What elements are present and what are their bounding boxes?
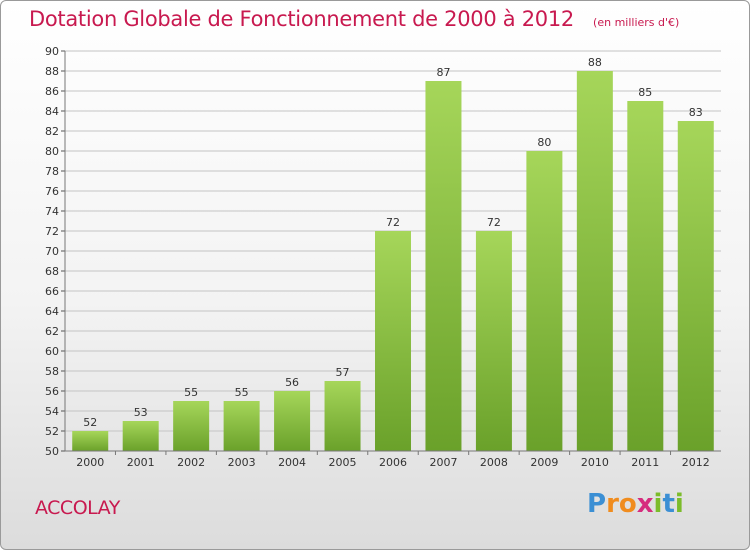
bar-value-label: 83 <box>689 106 703 119</box>
bar <box>72 431 109 451</box>
y-tick-label: 58 <box>45 365 59 378</box>
y-tick-label: 86 <box>45 85 59 98</box>
x-tick-label: 2003 <box>228 456 256 469</box>
bar <box>375 231 411 451</box>
bar-value-label: 85 <box>638 86 652 99</box>
bar-value-label: 72 <box>386 216 400 229</box>
bar-value-label: 53 <box>134 406 148 419</box>
y-tick-label: 68 <box>45 265 59 278</box>
y-tick-label: 64 <box>45 305 59 318</box>
logo-letter: t <box>662 489 675 519</box>
bar <box>526 151 563 451</box>
bar-value-label: 52 <box>83 416 97 429</box>
bar <box>274 391 311 451</box>
bar-value-label: 72 <box>487 216 501 229</box>
bar <box>425 81 462 451</box>
y-tick-label: 60 <box>45 345 59 358</box>
logo-letter: i <box>674 489 684 519</box>
bar-value-label: 88 <box>588 56 602 69</box>
logo-letter: i <box>653 489 663 519</box>
bar-value-label: 55 <box>235 386 249 399</box>
x-tick-label: 2010 <box>581 456 609 469</box>
bar-value-label: 87 <box>436 66 450 79</box>
bar <box>627 101 664 451</box>
logo-letter: x <box>636 489 654 519</box>
bar-value-label: 55 <box>184 386 198 399</box>
y-tick-label: 74 <box>45 205 59 218</box>
y-tick-label: 76 <box>45 185 59 198</box>
bar <box>122 421 159 451</box>
y-tick-label: 62 <box>45 325 59 338</box>
x-tick-label: 2005 <box>329 456 357 469</box>
y-tick-label: 50 <box>45 445 59 458</box>
bar-value-label: 56 <box>285 376 299 389</box>
y-axis-ticks: 50 52 54 56 58 60 62 64 66 68 70 72 74 76 78 80 82 84 86 88… <box>45 45 66 458</box>
logo-letter: r <box>606 489 619 519</box>
y-tick-label: 88 <box>45 65 59 78</box>
chart-subtitle: (en milliers d'€) <box>593 16 680 29</box>
bar <box>223 401 260 451</box>
x-tick-label: 2002 <box>177 456 205 469</box>
y-tick-label: 82 <box>45 125 59 138</box>
y-tick-label: 78 <box>45 165 59 178</box>
bar <box>576 71 613 451</box>
bar <box>324 381 361 451</box>
x-tick-label: 2001 <box>127 456 155 469</box>
bar <box>173 401 210 451</box>
x-tick-label: 2011 <box>631 456 659 469</box>
x-tick-label: 2004 <box>278 456 306 469</box>
x-tick-label: 2006 <box>379 456 407 469</box>
logo-letter: P <box>587 489 607 519</box>
y-tick-label: 80 <box>45 145 59 158</box>
y-tick-label: 54 <box>45 405 59 418</box>
y-tick-label: 66 <box>45 285 59 298</box>
y-tick-label: 84 <box>45 105 59 118</box>
x-axis-ticks: 2000 2001 2002 2003 2004 2005 2006 2007 2008 2009… <box>65 450 721 469</box>
chart-title: Dotation Globale de Fonctionnement de 20… <box>29 7 574 31</box>
value-labels: 52 53 55 55 56 57 72 87 72 80 88 85 83 <box>83 56 703 429</box>
y-tick-label: 56 <box>45 385 59 398</box>
commune-name: ACCOLAY <box>35 497 120 519</box>
y-tick-label: 52 <box>45 425 59 438</box>
x-tick-label: 2009 <box>530 456 558 469</box>
bar-value-label: 57 <box>336 366 350 379</box>
bar <box>677 121 714 451</box>
x-tick-label: 2007 <box>429 456 457 469</box>
bar-value-label: 80 <box>537 136 551 149</box>
title-row: Dotation Globale de Fonctionnement de 20… <box>29 7 679 31</box>
x-tick-label: 2012 <box>682 456 710 469</box>
proxiti-logo: Proxiti <box>587 489 684 519</box>
y-tick-label: 72 <box>45 225 59 238</box>
y-tick-label: 70 <box>45 245 59 258</box>
bars <box>72 71 714 451</box>
y-tick-label: 90 <box>45 45 59 58</box>
logo-letter: o <box>618 489 637 519</box>
bar <box>475 231 512 451</box>
x-tick-label: 2000 <box>76 456 104 469</box>
x-tick-label: 2008 <box>480 456 508 469</box>
